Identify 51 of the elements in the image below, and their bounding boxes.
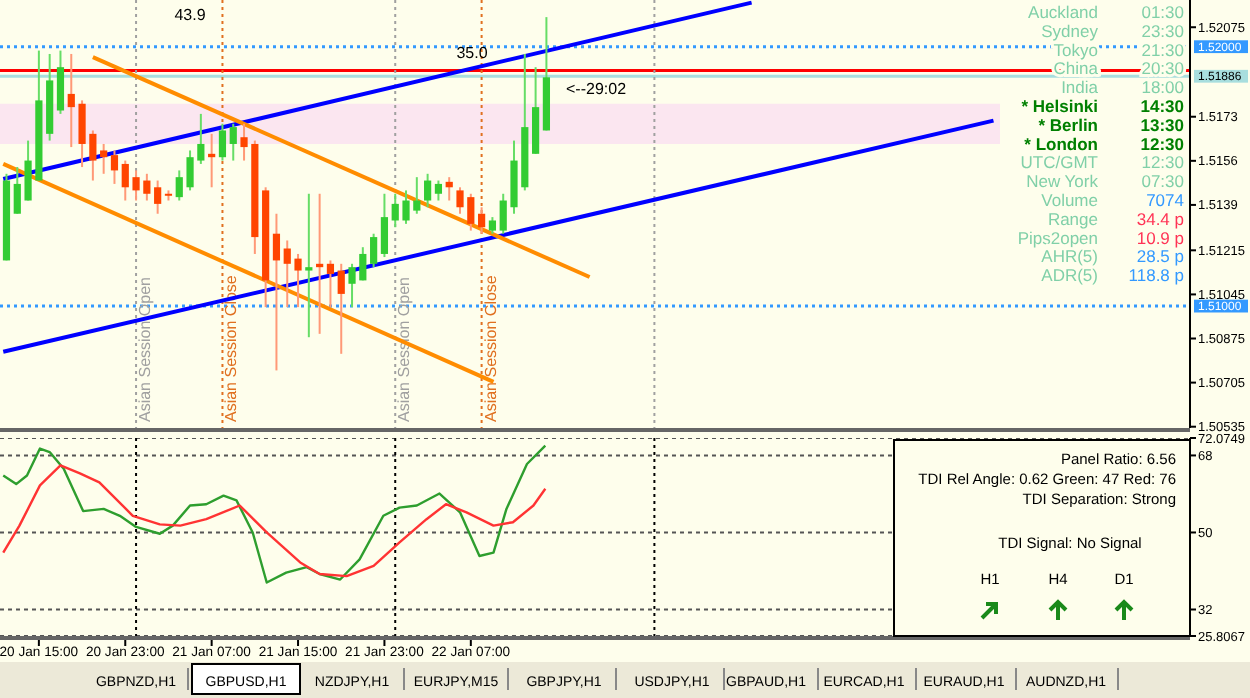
candlestick [110, 149, 119, 185]
candlestick [218, 122, 227, 162]
candlestick [56, 49, 65, 115]
ref-line-label: Asian Session Open [136, 277, 155, 422]
candlestick [164, 189, 173, 202]
annotation: 12:30 [1141, 152, 1185, 173]
annotation: 13:30 [1140, 114, 1185, 135]
annotation: 23:30 [1141, 20, 1185, 41]
annotation: 35.0 [456, 44, 489, 62]
annotation: 18:00 [1141, 77, 1185, 98]
annotation: 21:30 [1141, 39, 1185, 60]
annotation: Sydney [1041, 20, 1100, 41]
annotation: 12:30 [1140, 133, 1185, 154]
candlestick [272, 212, 281, 372]
annotation: * Helsinki [1021, 96, 1098, 116]
annotation: Auckland [1028, 2, 1099, 22]
annotation: * London [1024, 133, 1098, 154]
candlestick [445, 176, 453, 202]
annotation: * Berlin [1038, 114, 1098, 135]
candlestick [100, 142, 108, 175]
annotation: Pips2open [1017, 227, 1099, 248]
annotation: 118.8 p [1128, 265, 1185, 286]
ref-line-label: Asian Session Close [481, 274, 500, 422]
annotation: 28.5 p [1136, 246, 1185, 267]
candlestick [380, 192, 389, 259]
annotation: Tokyo [1053, 39, 1099, 60]
annotation: 10.9 p [1136, 227, 1185, 248]
annotation: ADR(5) [1041, 265, 1099, 286]
candlestick [434, 179, 443, 202]
annotation: <--29:02 [566, 80, 628, 98]
annotation: Range [1047, 208, 1099, 229]
annotation: UTC/GMT [1020, 152, 1098, 173]
candlestick [370, 232, 378, 269]
annotation: India [1061, 77, 1099, 98]
candlestick [229, 122, 237, 162]
candlestick [154, 179, 162, 215]
annotation: New York [1026, 171, 1100, 192]
candlestick [478, 206, 486, 235]
candlestick [424, 172, 432, 209]
annotation: 7074 [1146, 190, 1185, 210]
annotation: 01:30 [1141, 2, 1185, 22]
candlestick [305, 192, 313, 339]
annotation: 14:30 [1140, 96, 1185, 116]
annotation: 43.9 [174, 6, 207, 24]
candlestick [326, 259, 335, 309]
candlestick [337, 262, 345, 355]
annotation: AHR(5) [1041, 246, 1099, 267]
candlestick [532, 66, 540, 155]
annotation: Volume [1041, 190, 1099, 210]
annotation: 34.4 p [1136, 208, 1185, 229]
annotation: 07:30 [1141, 171, 1185, 192]
